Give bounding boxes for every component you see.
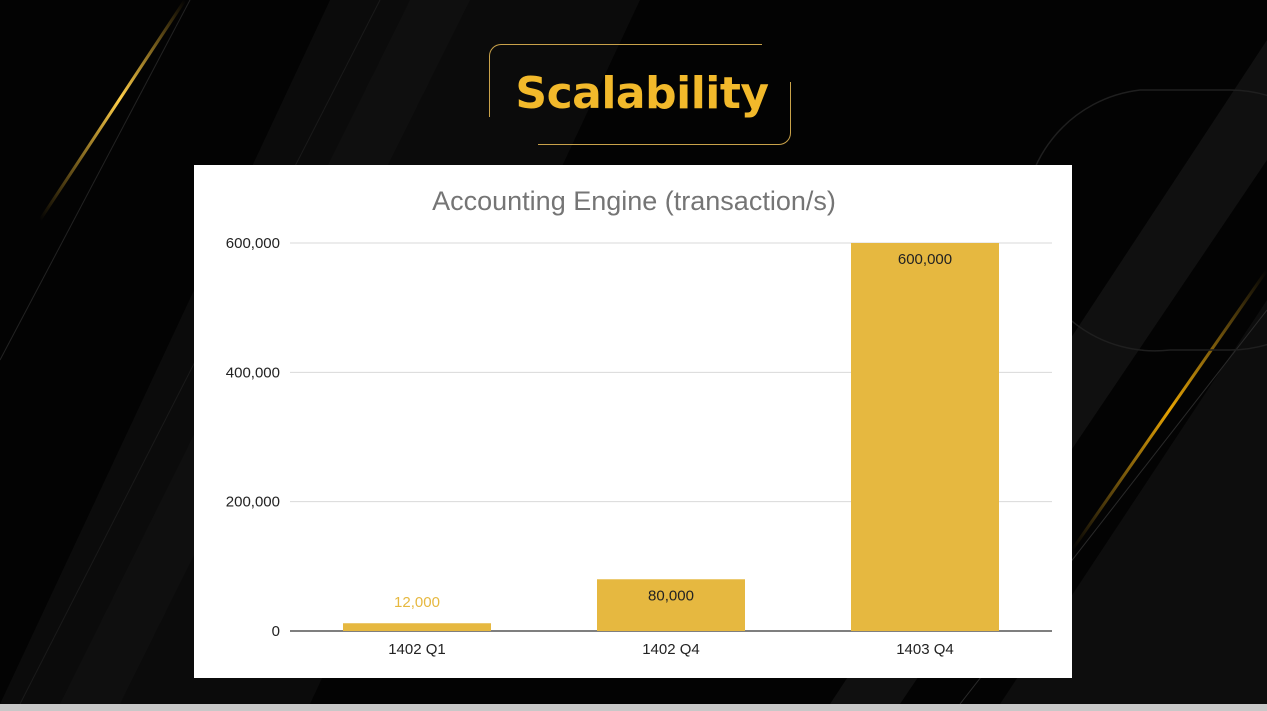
bottom-strip — [0, 704, 1267, 711]
data-label: 600,000 — [898, 251, 952, 268]
data-label: 12,000 — [394, 594, 440, 611]
title-frame: Scalability — [489, 44, 791, 145]
x-category-label: 1402 Q1 — [388, 641, 446, 658]
y-tick-label: 400,000 — [226, 364, 280, 381]
x-axis-categories: 1402 Q1 1402 Q4 1403 Q4 — [388, 641, 954, 658]
x-category-label: 1403 Q4 — [896, 641, 954, 658]
bars — [343, 243, 999, 631]
data-labels: 12,000 80,000 600,000 — [394, 251, 952, 611]
bar — [597, 579, 745, 631]
y-tick-label: 200,000 — [226, 494, 280, 511]
y-tick-label: 600,000 — [226, 235, 280, 252]
bar — [851, 243, 999, 631]
bar — [343, 623, 491, 631]
chart-title: Accounting Engine (transaction/s) — [432, 186, 836, 216]
y-axis-ticks: 0 200,000 400,000 600,000 — [226, 235, 280, 640]
y-tick-label: 0 — [272, 623, 280, 640]
bar-chart: Accounting Engine (transaction/s) 0 200,0… — [226, 186, 1052, 658]
frame-bottom-right-border — [538, 82, 791, 145]
frame-top-left-border — [489, 44, 762, 117]
slide-title: Scalability — [515, 68, 769, 119]
chart-panel: Accounting Engine (transaction/s) 0 200,0… — [194, 165, 1072, 678]
data-label: 80,000 — [648, 587, 694, 604]
x-category-label: 1402 Q4 — [642, 641, 700, 658]
